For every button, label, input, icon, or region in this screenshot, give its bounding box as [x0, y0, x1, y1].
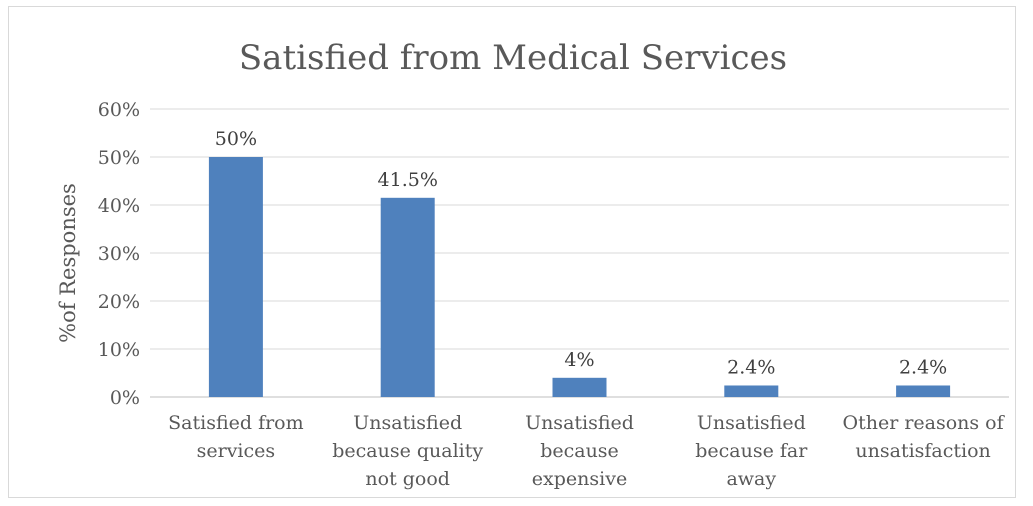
- data-label: 2.4%: [899, 356, 947, 378]
- bar-chart: Satisfied from Medical Services %of Resp…: [56, 38, 1009, 490]
- category-label: Unsatisfied because far away: [695, 412, 808, 490]
- y-axis-label: %of Responses: [56, 183, 80, 343]
- y-tick-label: 0%: [110, 387, 140, 409]
- bar: [896, 385, 951, 397]
- category-label: Other reasons of unsatisfaction: [843, 412, 1006, 462]
- y-tick-label: 10%: [98, 339, 140, 361]
- bar: [552, 377, 607, 397]
- bar: [724, 385, 779, 397]
- category-label: Unsatisfied because expensive: [525, 412, 634, 490]
- data-label: 50%: [215, 128, 257, 150]
- chart-title: Satisfied from Medical Services: [239, 38, 787, 78]
- chart-frame: Satisfied from Medical Services %of Resp…: [8, 6, 1016, 498]
- data-label: 4%: [564, 349, 594, 371]
- y-tick-label: 30%: [98, 243, 140, 265]
- y-tick-label: 40%: [98, 195, 140, 217]
- y-tick-label: 50%: [98, 147, 140, 169]
- category-label: Satisfied from services: [168, 412, 304, 462]
- data-label: 41.5%: [378, 169, 438, 191]
- y-tick-label: 20%: [98, 291, 140, 313]
- data-label: 2.4%: [727, 356, 775, 378]
- bar: [208, 157, 263, 397]
- y-tick-label: 60%: [98, 99, 140, 121]
- category-label: Unsatisfied because quality not good: [332, 412, 483, 490]
- bar: [380, 197, 435, 397]
